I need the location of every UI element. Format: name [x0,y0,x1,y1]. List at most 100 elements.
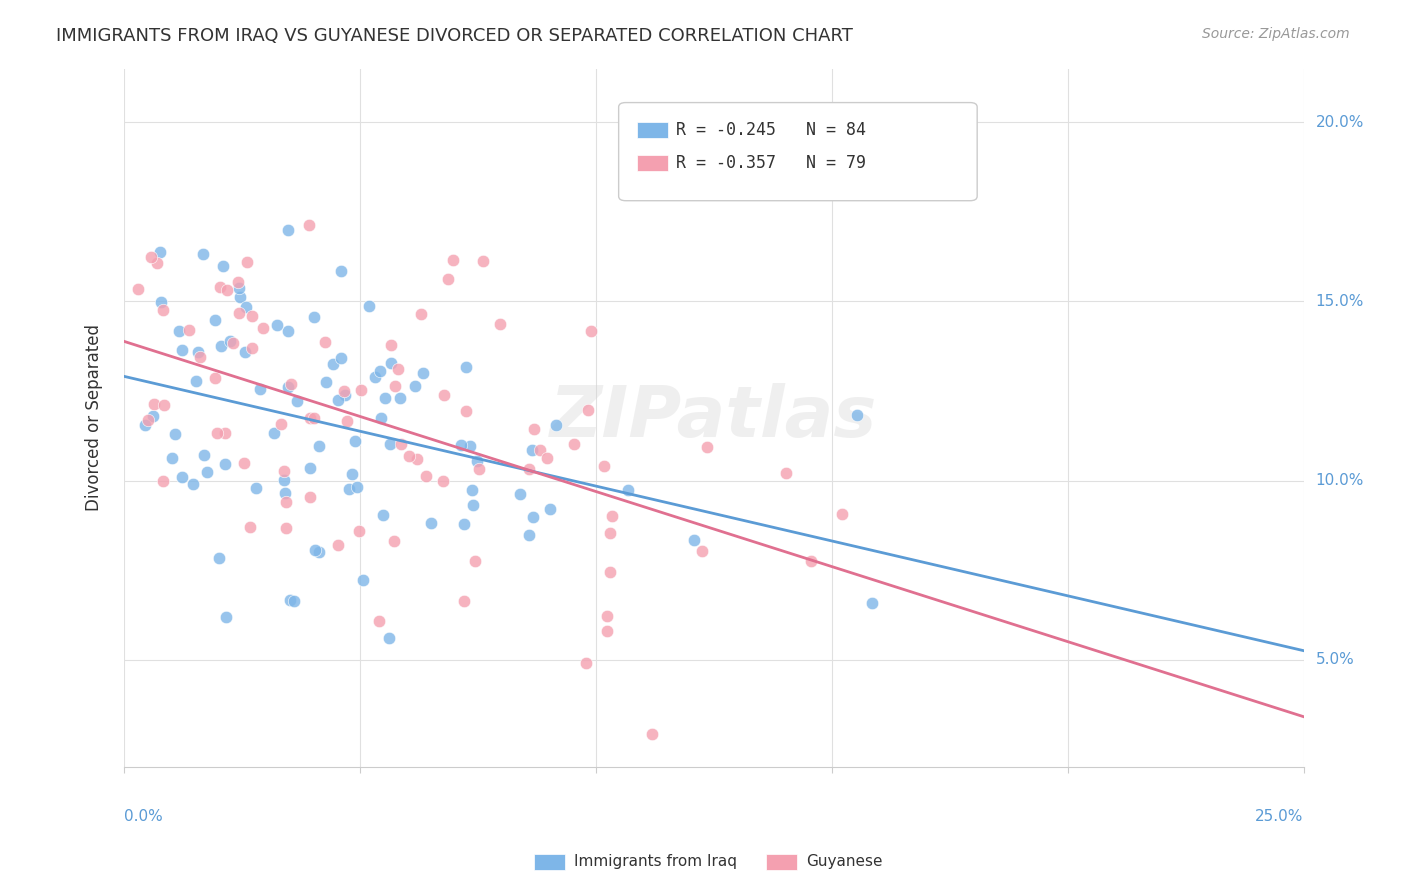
Text: R = -0.245   N = 84: R = -0.245 N = 84 [676,121,866,139]
Point [222,335,245,350]
Point [599,525,621,540]
Point [235,300,257,314]
Point [368,364,391,378]
Point [153,398,176,412]
Point [177,323,200,337]
Point [315,375,337,389]
Point [215,283,238,297]
Point [208,550,231,565]
Point [333,387,356,401]
Text: IMMIGRANTS FROM IRAQ VS GUYANESE DIVORCED OR SEPARATED CORRELATION CHART: IMMIGRANTS FROM IRAQ VS GUYANESE DIVORCE… [56,27,853,45]
Point [277,379,299,393]
Point [134,417,156,432]
Point [575,656,598,670]
Point [239,519,262,533]
Point [252,321,274,335]
Point [596,624,619,638]
Point [280,376,302,391]
Point [346,479,368,493]
Point [127,283,149,297]
Point [453,593,475,607]
Point [406,451,429,466]
Point [314,335,336,350]
Point [382,533,405,548]
Point [204,313,226,327]
Point [520,443,543,458]
Y-axis label: Divorced or Separated: Divorced or Separated [86,325,103,511]
Point [464,554,486,568]
Point [593,459,616,474]
Point [228,306,250,320]
Point [454,360,477,375]
Point [226,275,249,289]
Point [162,451,184,466]
Point [240,310,263,324]
Point [337,483,360,497]
Point [273,464,295,478]
Point [576,403,599,417]
Point [277,324,299,338]
Point [489,317,512,331]
Point [517,461,540,475]
Point [209,339,232,353]
Point [522,509,544,524]
Point [453,517,475,532]
Point [347,524,370,538]
Point [641,727,664,741]
Point [235,255,257,269]
Point [340,467,363,481]
Text: 15.0%: 15.0% [1316,294,1364,309]
Point [308,439,330,453]
Point [205,426,228,441]
Point [472,253,495,268]
Point [141,250,163,264]
Point [326,538,349,552]
Point [357,299,380,313]
Point [299,490,322,504]
Point [322,357,344,371]
Point [461,483,484,497]
Point [229,290,252,304]
Point [465,454,488,468]
Text: 10.0%: 10.0% [1316,473,1364,488]
Point [415,468,437,483]
Point [800,553,823,567]
Point [380,338,402,352]
Point [285,394,308,409]
Point [249,382,271,396]
Point [616,483,638,497]
Point [333,384,356,399]
Point [454,403,477,417]
Point [304,542,326,557]
Point [517,527,540,541]
Text: Guyanese: Guyanese [806,855,882,869]
Point [368,614,391,628]
Text: Source: ZipAtlas.com: Source: ZipAtlas.com [1202,27,1350,41]
Point [276,494,298,508]
Point [214,426,236,441]
Point [170,343,193,358]
Point [398,449,420,463]
Point [215,610,238,624]
Point [536,451,558,466]
Point [458,439,481,453]
Point [191,247,214,261]
Point [143,396,166,410]
Point [433,388,456,402]
Point [214,457,236,471]
Point [232,456,254,470]
Point [389,436,412,450]
Point [509,487,531,501]
Point [245,481,267,495]
Point [370,411,392,425]
Point [228,281,250,295]
Text: 25.0%: 25.0% [1256,809,1303,824]
Point [181,477,204,491]
Point [149,294,172,309]
Point [184,374,207,388]
Point [146,256,169,270]
Point [328,392,350,407]
Point [384,379,406,393]
Point [187,344,209,359]
Point [450,438,472,452]
